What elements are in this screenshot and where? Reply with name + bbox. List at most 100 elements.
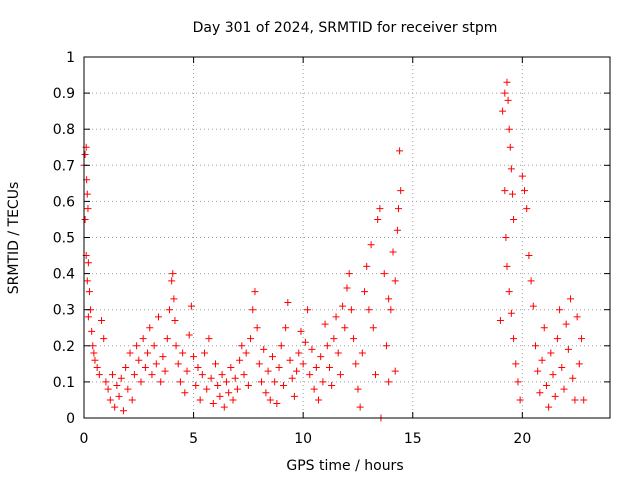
data-point bbox=[108, 371, 116, 379]
data-point bbox=[371, 371, 379, 379]
data-point bbox=[323, 342, 331, 350]
data-point bbox=[198, 371, 206, 379]
data-point bbox=[214, 382, 222, 390]
data-point bbox=[111, 403, 119, 411]
data-point bbox=[354, 385, 362, 393]
data-point bbox=[358, 349, 366, 357]
data-point bbox=[264, 367, 272, 375]
data-point bbox=[547, 349, 555, 357]
data-point bbox=[345, 270, 353, 278]
data-point bbox=[282, 324, 290, 332]
data-point bbox=[284, 298, 292, 306]
data-point bbox=[161, 367, 169, 375]
data-point bbox=[81, 215, 89, 223]
y-tick-label: 0.4 bbox=[53, 267, 75, 283]
data-point bbox=[545, 403, 553, 411]
data-point bbox=[159, 353, 167, 361]
data-point bbox=[523, 205, 531, 213]
y-tick-label: 0.1 bbox=[53, 375, 75, 391]
data-point bbox=[531, 342, 539, 350]
data-point bbox=[382, 342, 390, 350]
tick-layer: 00.10.20.30.40.50.60.70.80.910 5 10 15 20 bbox=[53, 50, 610, 447]
data-point bbox=[225, 389, 233, 397]
data-point bbox=[503, 262, 511, 270]
y-tick-label: 0.2 bbox=[53, 339, 75, 355]
data-point bbox=[356, 403, 364, 411]
data-point bbox=[100, 335, 108, 343]
data-point bbox=[496, 317, 504, 325]
data-point bbox=[389, 248, 397, 256]
data-point bbox=[231, 374, 239, 382]
data-point bbox=[172, 342, 180, 350]
y-tick-label: 0.3 bbox=[53, 303, 75, 319]
data-point bbox=[343, 284, 351, 292]
data-point bbox=[391, 277, 399, 285]
data-point bbox=[115, 392, 123, 400]
x-tick-label: 15 bbox=[404, 431, 422, 447]
data-point bbox=[286, 356, 294, 364]
data-point bbox=[502, 234, 510, 241]
data-point bbox=[148, 371, 156, 379]
data-point bbox=[135, 356, 143, 364]
data-point bbox=[501, 187, 509, 195]
data-point bbox=[507, 309, 515, 317]
y-tick-label: 0.5 bbox=[53, 231, 75, 247]
chart-title: Day 301 of 2024, SRMTID for receiver stp… bbox=[193, 20, 498, 36]
data-point bbox=[514, 378, 522, 386]
data-point bbox=[560, 385, 568, 393]
data-point bbox=[380, 270, 388, 278]
data-point bbox=[499, 107, 507, 115]
data-point bbox=[295, 349, 303, 357]
data-point bbox=[90, 349, 98, 357]
data-point bbox=[395, 205, 403, 213]
data-point bbox=[569, 374, 577, 382]
data-point bbox=[104, 385, 112, 393]
data-point bbox=[573, 313, 581, 321]
y-tick-label: 0 bbox=[66, 411, 75, 427]
data-point bbox=[273, 400, 281, 408]
data-point bbox=[301, 338, 309, 346]
data-point bbox=[249, 306, 257, 314]
data-point bbox=[238, 342, 246, 350]
data-point bbox=[540, 324, 548, 332]
data-point bbox=[266, 396, 274, 404]
data-point bbox=[255, 360, 263, 368]
data-point bbox=[290, 392, 298, 400]
data-point bbox=[233, 385, 241, 393]
data-point bbox=[84, 313, 92, 321]
data-point bbox=[122, 363, 130, 371]
data-point bbox=[85, 288, 93, 296]
y-tick-label: 0.6 bbox=[53, 194, 75, 210]
data-point bbox=[299, 360, 307, 368]
data-point bbox=[538, 356, 546, 364]
data-point bbox=[506, 143, 514, 151]
data-point bbox=[139, 335, 147, 343]
data-point bbox=[306, 371, 314, 379]
data-point bbox=[319, 378, 327, 386]
data-point bbox=[163, 335, 171, 343]
data-point bbox=[391, 367, 399, 375]
data-point bbox=[521, 187, 529, 195]
data-point bbox=[508, 190, 516, 198]
data-point bbox=[229, 396, 237, 404]
data-point bbox=[525, 252, 533, 260]
data-point bbox=[567, 295, 575, 303]
data-point bbox=[516, 396, 524, 404]
data-point bbox=[553, 335, 561, 343]
data-point bbox=[279, 382, 287, 390]
data-point bbox=[98, 317, 106, 325]
data-point bbox=[347, 306, 355, 314]
data-point bbox=[171, 317, 179, 325]
data-point bbox=[304, 306, 312, 314]
data-point bbox=[157, 378, 165, 386]
data-point bbox=[512, 360, 520, 368]
data-point bbox=[91, 356, 99, 364]
data-point bbox=[218, 371, 226, 379]
data-point bbox=[128, 396, 136, 404]
data-point bbox=[260, 345, 268, 353]
data-point bbox=[93, 363, 101, 371]
data-point bbox=[328, 382, 336, 390]
x-axis-title: GPS time / hours bbox=[286, 458, 403, 474]
x-tick-label: 5 bbox=[189, 431, 198, 447]
